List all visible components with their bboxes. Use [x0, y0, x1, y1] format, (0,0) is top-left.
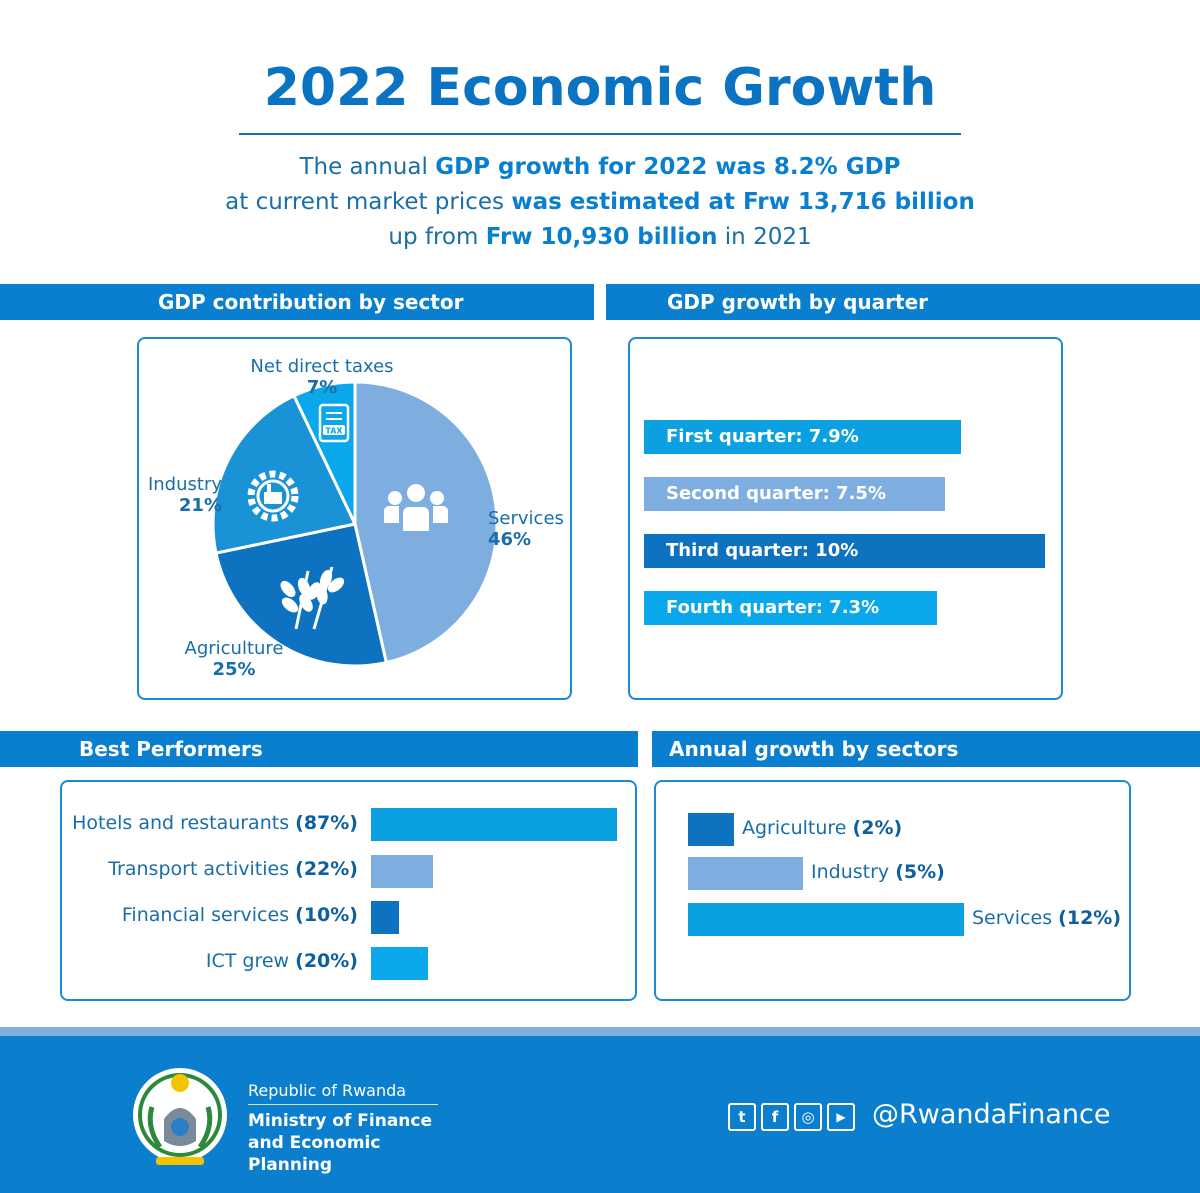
republic-label: Republic of Rwanda	[248, 1081, 407, 1100]
best-value: (10%)	[295, 904, 358, 926]
best-category: Hotels and restaurants	[72, 812, 290, 834]
annual-category: Industry	[811, 861, 890, 883]
pie-label-industry: Industry 21%	[132, 474, 222, 516]
best-bar	[371, 901, 400, 934]
summary-text: in 2021	[717, 224, 812, 250]
social-handle[interactable]: @RwandaFinance	[872, 1099, 1111, 1130]
quarter-bar: First quarter: 7.9%	[644, 420, 961, 454]
summary-highlight: was estimated at Frw 13,716 billion	[511, 189, 975, 215]
annual-value: (2%)	[852, 817, 903, 839]
pie-label-value: 46%	[488, 529, 532, 550]
pie-label-value: 25%	[212, 659, 256, 680]
annual-bar	[688, 857, 803, 890]
pie-slice-net-direct-taxes	[291, 380, 357, 525]
contribution-pie-chart: TAX	[211, 380, 499, 668]
pie-label-services: Services 46%	[488, 508, 568, 550]
best-value: (87%)	[295, 812, 358, 834]
best-category: Financial services	[121, 904, 290, 926]
twitter-icon[interactable]: t	[728, 1103, 756, 1131]
best-label: Transport activities (22%)	[68, 858, 358, 880]
youtube-icon[interactable]: ▶	[827, 1103, 855, 1131]
facebook-icon[interactable]: f	[761, 1103, 789, 1131]
ministry-name: Ministry of Finance and Economic Plannin…	[248, 1111, 433, 1175]
annual-value: (5%)	[895, 861, 945, 883]
annual-label: Services (12%)	[972, 907, 1121, 929]
title-divider	[239, 133, 961, 135]
pie-label-name: Agriculture	[184, 638, 284, 659]
quarter-bar: Fourth quarter: 7.3%	[644, 591, 937, 625]
pie-label-agriculture: Agriculture 25%	[178, 638, 290, 680]
section-header-best: Best Performers	[0, 731, 638, 767]
best-label: Financial services (10%)	[68, 904, 358, 926]
pie-label-value: 21%	[178, 495, 222, 516]
section-header-quarters: GDP growth by quarter	[606, 284, 1200, 320]
best-value: (20%)	[295, 950, 358, 972]
best-bar	[371, 855, 434, 888]
pie-label-taxes: Net direct taxes 7%	[236, 356, 408, 398]
page-title: 2022 Economic Growth	[263, 58, 937, 118]
annual-category: Agriculture	[742, 817, 847, 839]
summary-line-1: The annual GDP growth for 2022 was 8.2% …	[0, 154, 1200, 180]
summary-text: at current market prices	[225, 189, 512, 215]
best-bar	[371, 808, 617, 841]
annual-bar	[688, 903, 964, 936]
tax-icon-text: TAX	[325, 427, 343, 436]
summary-highlight: GDP growth for 2022 was 8.2% GDP	[435, 154, 901, 180]
instagram-icon[interactable]: ◎	[794, 1103, 822, 1131]
annual-label: Agriculture (2%)	[742, 817, 902, 839]
best-label: Hotels and restaurants (87%)	[68, 812, 358, 834]
tax-document-icon: TAX	[318, 403, 350, 443]
summary-line-3: up from Frw 10,930 billion in 2021	[0, 224, 1200, 250]
quarter-bar: Third quarter: 10%	[644, 534, 1045, 568]
best-category: ICT grew	[205, 950, 290, 972]
pie-label-name: Industry	[147, 474, 222, 495]
section-header-annual: Annual growth by sectors	[652, 731, 1200, 767]
pie-label-name: Net direct taxes	[250, 356, 394, 377]
wheat-icon	[280, 566, 345, 630]
footer-stripe	[0, 1027, 1200, 1036]
footer-divider	[248, 1104, 438, 1105]
summary-line-2: at current market prices was estimated a…	[0, 189, 1200, 215]
people-icon	[384, 484, 448, 531]
summary-highlight: Frw 10,930 billion	[485, 224, 718, 250]
quarter-bar: Second quarter: 7.5%	[644, 477, 945, 511]
pie-label-name: Services	[488, 508, 564, 529]
coat-of-arms-logo	[133, 1068, 227, 1165]
annual-label: Industry (5%)	[811, 861, 945, 883]
summary-text: The annual	[299, 154, 436, 180]
best-category: Transport activities	[108, 858, 290, 880]
pie-label-value: 7%	[306, 377, 338, 398]
summary-text: up from	[388, 224, 486, 250]
best-bar	[371, 947, 428, 980]
quarters-panel	[628, 337, 1063, 700]
best-value: (22%)	[295, 858, 358, 880]
annual-category: Services	[972, 907, 1053, 929]
best-label: ICT grew (20%)	[68, 950, 358, 972]
annual-value: (12%)	[1058, 907, 1122, 929]
section-header-contribution: GDP contribution by sector	[0, 284, 594, 320]
factory-gear-icon	[247, 470, 299, 522]
annual-bar	[688, 813, 734, 846]
